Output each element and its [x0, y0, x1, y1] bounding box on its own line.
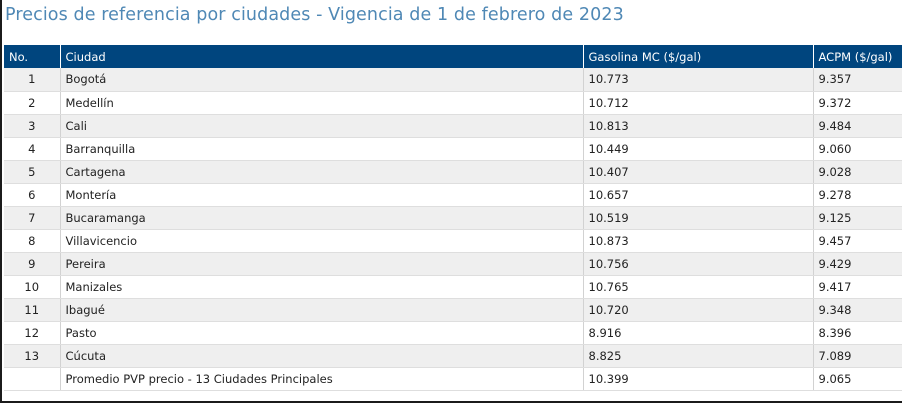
- cell-gasolina: 10.813: [583, 114, 814, 138]
- cell-acpm: 9.484: [813, 114, 902, 138]
- cell-no: 3: [4, 114, 61, 138]
- cell-ciudad: Pereira: [60, 252, 584, 276]
- cell-no: 8: [4, 229, 61, 253]
- cell-ciudad: Manizales: [60, 275, 584, 299]
- cell-acpm: 9.348: [813, 298, 902, 322]
- cell-acpm: 9.028: [813, 160, 902, 184]
- cell-ciudad: Barranquilla: [60, 137, 584, 161]
- cell-gasolina: 10.657: [583, 183, 814, 207]
- table-row: 6 Montería 10.657 9.278: [4, 183, 902, 207]
- cell-acpm: 9.417: [813, 275, 902, 299]
- table-row: 8 Villavicencio 10.873 9.457: [4, 229, 902, 253]
- cell-ciudad: Promedio PVP precio - 13 Ciudades Princi…: [60, 367, 584, 391]
- table-row: 10 Manizales 10.765 9.417: [4, 275, 902, 299]
- cell-ciudad: Cúcuta: [60, 344, 584, 368]
- cell-acpm: 9.278: [813, 183, 902, 207]
- cell-gasolina: 10.773: [583, 68, 814, 92]
- cell-no: 13: [4, 344, 61, 368]
- header-ciudad: Ciudad: [60, 45, 584, 68]
- cell-no: 11: [4, 298, 61, 322]
- cell-ciudad: Pasto: [60, 321, 584, 345]
- cell-ciudad: Bucaramanga: [60, 206, 584, 230]
- cell-ciudad: Cartagena: [60, 160, 584, 184]
- cell-gasolina: 10.720: [583, 298, 814, 322]
- cell-no: 1: [4, 68, 61, 92]
- header-acpm: ACPM ($/gal): [813, 45, 902, 68]
- table-row: 7 Bucaramanga 10.519 9.125: [4, 206, 902, 230]
- cell-gasolina: 10.712: [583, 91, 814, 115]
- cell-no: 7: [4, 206, 61, 230]
- cell-gasolina: 10.407: [583, 160, 814, 184]
- table-row: Promedio PVP precio - 13 Ciudades Princi…: [4, 367, 902, 391]
- cell-acpm: 9.357: [813, 68, 902, 92]
- cell-acpm: 9.060: [813, 137, 902, 161]
- header-gasolina: Gasolina MC ($/gal): [583, 45, 814, 68]
- prices-table: No. Ciudad Gasolina MC ($/gal) ACPM ($/g…: [4, 45, 902, 391]
- cell-gasolina: 10.449: [583, 137, 814, 161]
- cell-acpm: 9.065: [813, 367, 902, 391]
- page-title: Precios de referencia por ciudades - Vig…: [5, 5, 624, 25]
- cell-no: [4, 367, 61, 391]
- table-row: 13 Cúcuta 8.825 7.089: [4, 344, 902, 368]
- table-row: 12 Pasto 8.916 8.396: [4, 321, 902, 345]
- cell-ciudad: Bogotá: [60, 68, 584, 92]
- cell-ciudad: Montería: [60, 183, 584, 207]
- cell-no: 9: [4, 252, 61, 276]
- cell-no: 4: [4, 137, 61, 161]
- table-row: 5 Cartagena 10.407 9.028: [4, 160, 902, 184]
- cell-acpm: 9.457: [813, 229, 902, 253]
- cell-acpm: 7.089: [813, 344, 902, 368]
- cell-ciudad: Ibagué: [60, 298, 584, 322]
- cell-acpm: 9.429: [813, 252, 902, 276]
- cell-no: 10: [4, 275, 61, 299]
- cell-acpm: 9.125: [813, 206, 902, 230]
- table-row: 3 Cali 10.813 9.484: [4, 114, 902, 138]
- header-no: No.: [4, 45, 61, 68]
- table-body: 1 Bogotá 10.773 9.357 2 Medellín 10.712 9.372 3 C…: [4, 68, 902, 391]
- cell-gasolina: 8.916: [583, 321, 814, 345]
- cell-gasolina: 8.825: [583, 344, 814, 368]
- cell-no: 6: [4, 183, 61, 207]
- cell-ciudad: Villavicencio: [60, 229, 584, 253]
- cell-gasolina: 10.765: [583, 275, 814, 299]
- cell-no: 12: [4, 321, 61, 345]
- cell-acpm: 8.396: [813, 321, 902, 345]
- cell-gasolina: 10.399: [583, 367, 814, 391]
- table-row: 9 Pereira 10.756 9.429: [4, 252, 902, 276]
- table-row: 4 Barranquilla 10.449 9.060: [4, 137, 902, 161]
- table-row: 2 Medellín 10.712 9.372: [4, 91, 902, 115]
- cell-acpm: 9.372: [813, 91, 902, 115]
- cell-no: 2: [4, 91, 61, 115]
- cell-gasolina: 10.873: [583, 229, 814, 253]
- cell-gasolina: 10.519: [583, 206, 814, 230]
- table-row: 1 Bogotá 10.773 9.357: [4, 68, 902, 92]
- cell-ciudad: Cali: [60, 114, 584, 138]
- cell-no: 5: [4, 160, 61, 184]
- cell-ciudad: Medellín: [60, 91, 584, 115]
- table-header-row: No. Ciudad Gasolina MC ($/gal) ACPM ($/g…: [4, 45, 902, 68]
- cell-gasolina: 10.756: [583, 252, 814, 276]
- table-row: 11 Ibagué 10.720 9.348: [4, 298, 902, 322]
